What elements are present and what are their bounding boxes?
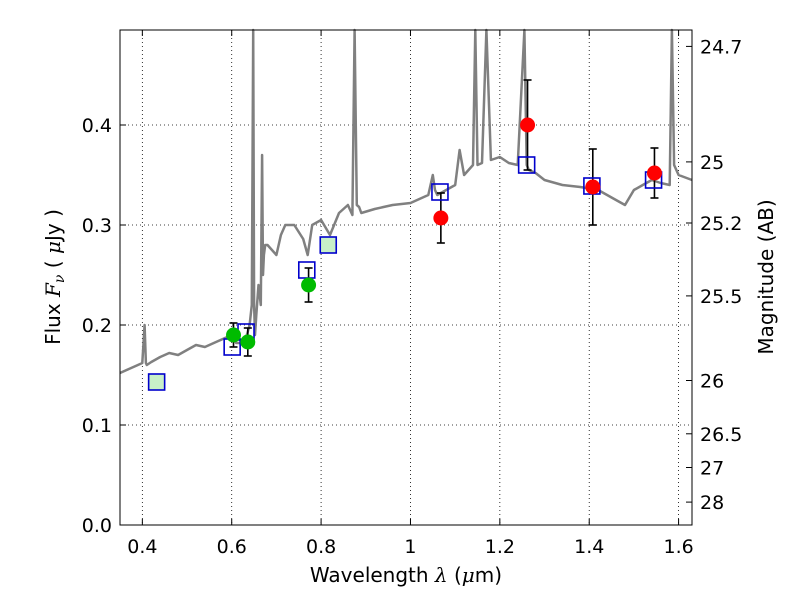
model-box-marker xyxy=(431,183,449,201)
y-tick-label: 0.0 xyxy=(82,515,112,537)
model-box-marker xyxy=(297,261,316,279)
green-data-point xyxy=(226,327,242,343)
tick-layer: 0.4 0.6 0.8 1 1.2 1.4 1.6 0.0 0.1 0.2 0.3 0.4 24.7 25… xyxy=(82,30,742,558)
y-tick-label: 0.1 xyxy=(82,415,112,437)
y2-tick-label: 25.5 xyxy=(700,286,742,308)
red-data-point xyxy=(433,210,449,226)
y-tick-label: 0.2 xyxy=(82,315,112,337)
red-data-point xyxy=(585,179,601,195)
red-data-point xyxy=(520,117,536,133)
y2-tick-label: 25.2 xyxy=(700,213,742,235)
plot-frame xyxy=(119,29,693,526)
green-data-point xyxy=(240,334,256,350)
y2-tick-label: 28 xyxy=(700,492,724,514)
x-axis-label: Wavelength λ (μm) xyxy=(310,563,502,587)
spectrum-line xyxy=(119,28,693,375)
y-tick-label: 0.3 xyxy=(82,215,112,237)
x-tick-label: 1 xyxy=(404,536,416,558)
model-box-marker xyxy=(517,156,536,174)
y2-axis-label: Magnitude (AB) xyxy=(754,199,778,354)
y2-tick-label: 26.5 xyxy=(700,424,742,446)
x-tick-label: 1.4 xyxy=(574,536,604,558)
spectrum-layer xyxy=(119,28,693,375)
x-tick-label: 1.2 xyxy=(485,536,515,558)
y2-tick-label: 26 xyxy=(700,371,724,393)
marker-layer xyxy=(147,117,663,391)
green-data-point xyxy=(301,277,317,293)
y2-tick-label: 27 xyxy=(700,458,724,480)
grid-layer xyxy=(120,30,692,526)
x-tick-label: 0.8 xyxy=(306,536,336,558)
x-tick-label: 1.6 xyxy=(663,536,693,558)
x-tick-label: 0.6 xyxy=(217,536,247,558)
red-data-point xyxy=(646,165,662,181)
model-box-marker xyxy=(319,236,338,254)
x-tick-label: 0.4 xyxy=(127,536,157,558)
y2-tick-label: 25 xyxy=(700,152,724,174)
model-box-marker xyxy=(147,373,166,391)
y2-tick-label: 24.7 xyxy=(700,36,742,58)
y-tick-label: 0.4 xyxy=(82,115,112,137)
y-axis-label: Flux Fν ( μJy ) xyxy=(41,209,68,345)
